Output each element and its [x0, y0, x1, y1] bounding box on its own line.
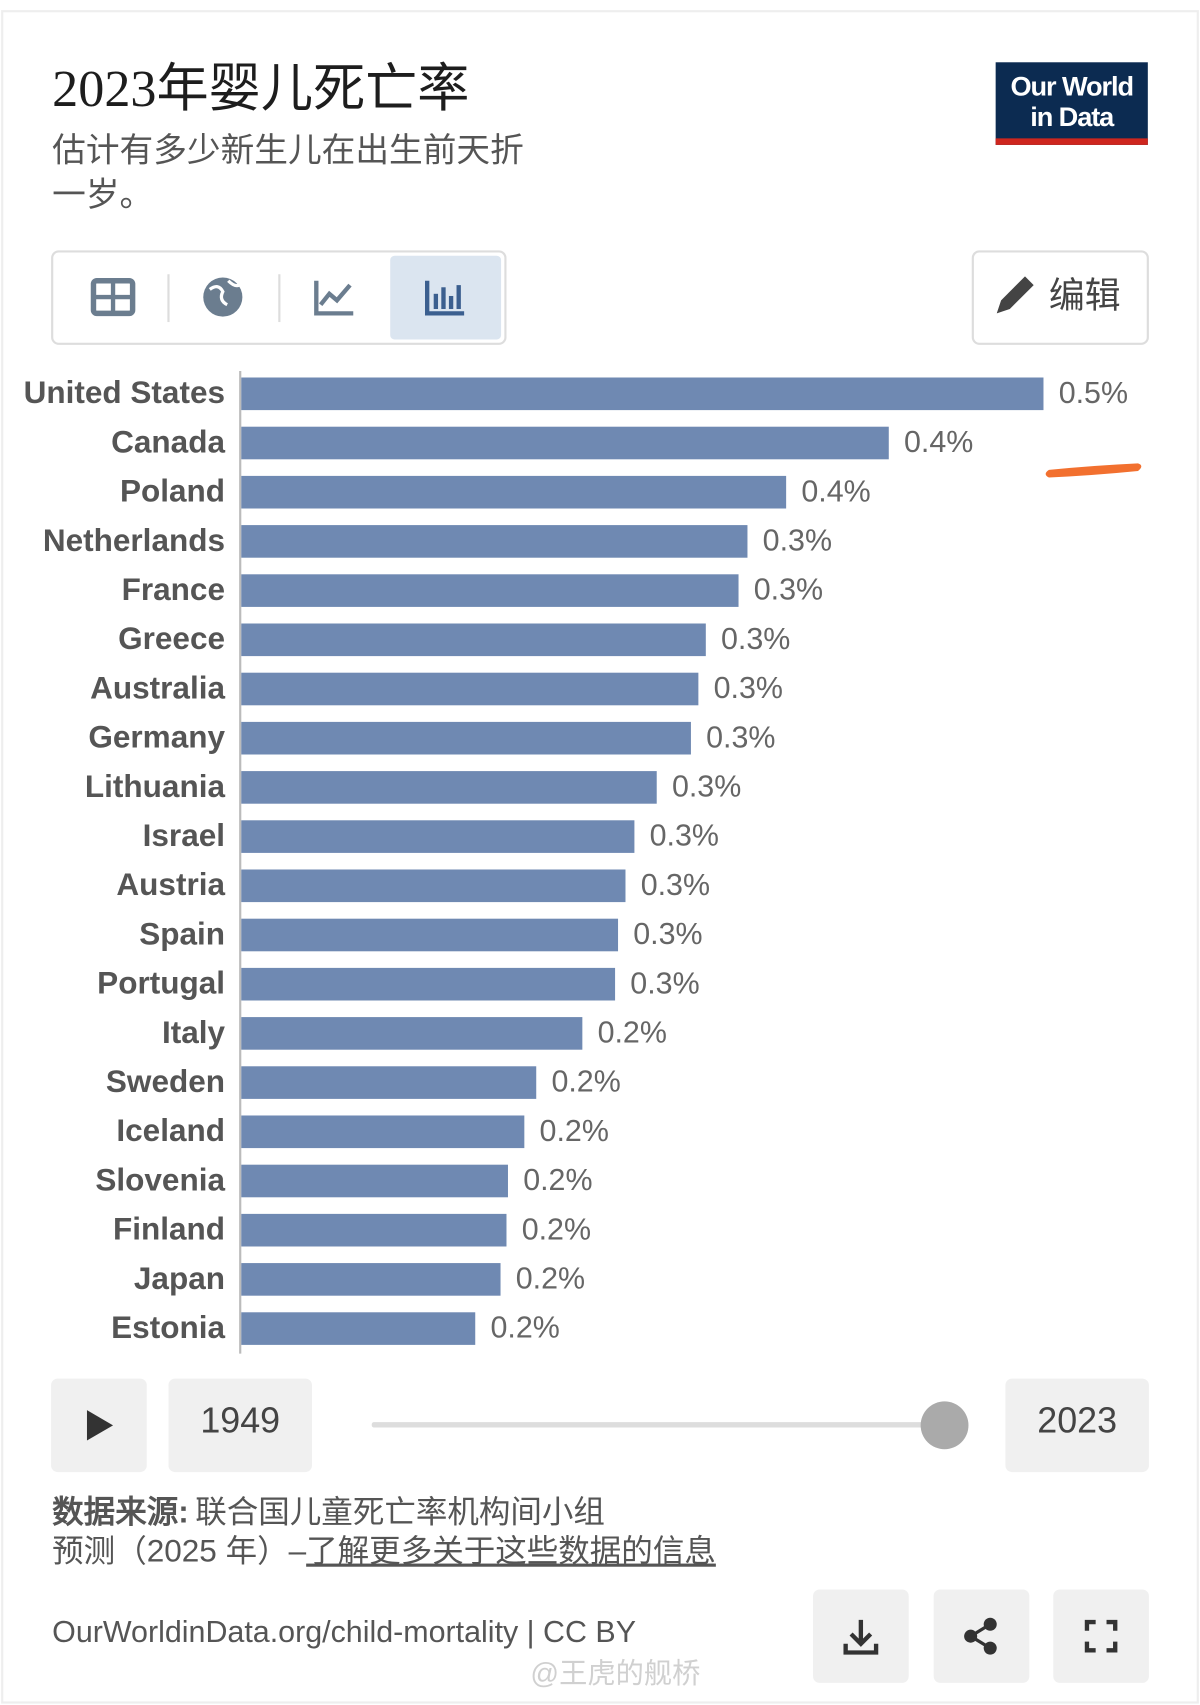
tab-bar [51, 250, 507, 345]
category-label: Japan [134, 1260, 225, 1296]
value-label: 0.3% [650, 819, 719, 853]
value-label: 0.2% [540, 1114, 609, 1148]
category-label: Austria [116, 866, 225, 902]
end-year-box[interactable] [1005, 1378, 1149, 1473]
category-label: Estonia [111, 1309, 225, 1345]
category-label: Poland [120, 473, 225, 509]
bar [241, 869, 626, 903]
value-label: 0.2% [523, 1163, 592, 1197]
bar [241, 1312, 476, 1345]
logo-text: Our World [1010, 71, 1132, 102]
bar [241, 623, 706, 657]
logo-stripe [995, 138, 1148, 145]
source-line: 数据来源: 联合国儿童死亡率机构间小组 [52, 1494, 605, 1530]
line-tab[interactable] [314, 280, 354, 316]
table-tab[interactable] [90, 278, 136, 317]
bar [241, 820, 635, 853]
value-label: 0.3% [633, 917, 702, 951]
value-label: 0.3% [763, 524, 832, 558]
fullscreen-button[interactable] [1053, 1589, 1149, 1683]
source-text: 联合国儿童死亡率机构间小组 [195, 1494, 605, 1530]
source-label: 数据来源: [52, 1494, 189, 1530]
category-label: Spain [139, 915, 225, 951]
value-label: 0.3% [706, 720, 775, 754]
bar [241, 475, 787, 509]
bar [241, 918, 619, 952]
bar [241, 771, 657, 804]
category-label: Australia [90, 669, 225, 705]
bar-tab-icon [425, 280, 465, 316]
value-label: 0.3% [714, 671, 783, 705]
value-label: 0.2% [522, 1212, 591, 1246]
bar [241, 672, 699, 706]
footer-url: OurWorldinData.org/child-mortality | CC … [52, 1615, 636, 1649]
share-button[interactable] [933, 1589, 1030, 1683]
bar [241, 721, 691, 755]
edit-label: 编辑 [1049, 276, 1121, 316]
value-label: 0.2% [490, 1311, 559, 1345]
bar [241, 1213, 507, 1247]
value-label: 0.3% [672, 770, 741, 804]
bars: United States 0.5% Canada 0.4% Poland 0.4% Net… [24, 374, 1128, 1345]
category-label: Finland [113, 1211, 225, 1247]
value-label: 0.3% [630, 966, 699, 1000]
value-label: 0.2% [551, 1065, 620, 1099]
category-label: Sweden [106, 1063, 225, 1099]
logo[interactable]: Our World in Data [995, 62, 1148, 145]
value-label: 0.3% [641, 868, 710, 902]
subtitle: 估计有多少新生儿在出生前天折 [52, 131, 524, 169]
category-label: Germany [88, 719, 225, 755]
bar [241, 1115, 525, 1149]
bar [241, 426, 889, 460]
category-label: Israel [143, 817, 225, 853]
edit-button[interactable]: 编辑 [971, 250, 1149, 345]
bar [241, 1017, 583, 1050]
source-line: 预测（2025 年）–了解更多关于这些数据的信息 [52, 1533, 716, 1569]
category-label: Netherlands [43, 522, 225, 558]
bar [241, 1263, 501, 1296]
watermark: @王虎的舰桥 [530, 1657, 700, 1689]
slider-handle[interactable] [920, 1401, 969, 1450]
category-label: Canada [111, 423, 225, 459]
subtitle: 一岁。 [52, 176, 153, 214]
bar [241, 377, 1044, 411]
value-label: 0.2% [598, 1016, 667, 1050]
play-icon [86, 1410, 114, 1441]
title: 2023年婴儿死亡率 [52, 61, 469, 118]
value-label: 0.2% [516, 1262, 585, 1296]
bar [241, 574, 739, 607]
start-year: 1949 [200, 1401, 280, 1441]
logo-bg [995, 62, 1148, 145]
timeline: 1949 2023 [51, 1378, 1149, 1473]
category-label: Lithuania [85, 768, 226, 804]
category-label: Slovenia [95, 1161, 225, 1197]
value-label: 0.4% [801, 474, 870, 508]
bar [241, 1066, 537, 1099]
value-label: 0.3% [754, 573, 823, 607]
category-label: Iceland [116, 1112, 225, 1148]
end-year: 2023 [1037, 1401, 1117, 1441]
source-link[interactable]: 了解更多关于这些数据的信息 [306, 1533, 716, 1569]
logo-text: in Data [1030, 101, 1115, 132]
annotation-scribble [1045, 463, 1142, 478]
download-button[interactable] [813, 1589, 909, 1683]
start-year-box[interactable] [168, 1378, 312, 1473]
value-label: 0.4% [904, 425, 973, 459]
map-tab[interactable] [203, 277, 243, 317]
slider-track [371, 1422, 943, 1428]
value-label: 0.5% [1059, 376, 1128, 410]
bar [241, 1164, 508, 1198]
source-projection: 预测（2025 年）– [52, 1533, 306, 1569]
category-label: Greece [118, 620, 225, 656]
bar [241, 525, 748, 558]
category-label: Portugal [97, 965, 225, 1001]
category-label: United States [24, 374, 225, 410]
value-label: 0.3% [721, 622, 790, 656]
category-label: France [122, 571, 225, 607]
category-label: Italy [162, 1014, 226, 1050]
bar [241, 967, 616, 1001]
